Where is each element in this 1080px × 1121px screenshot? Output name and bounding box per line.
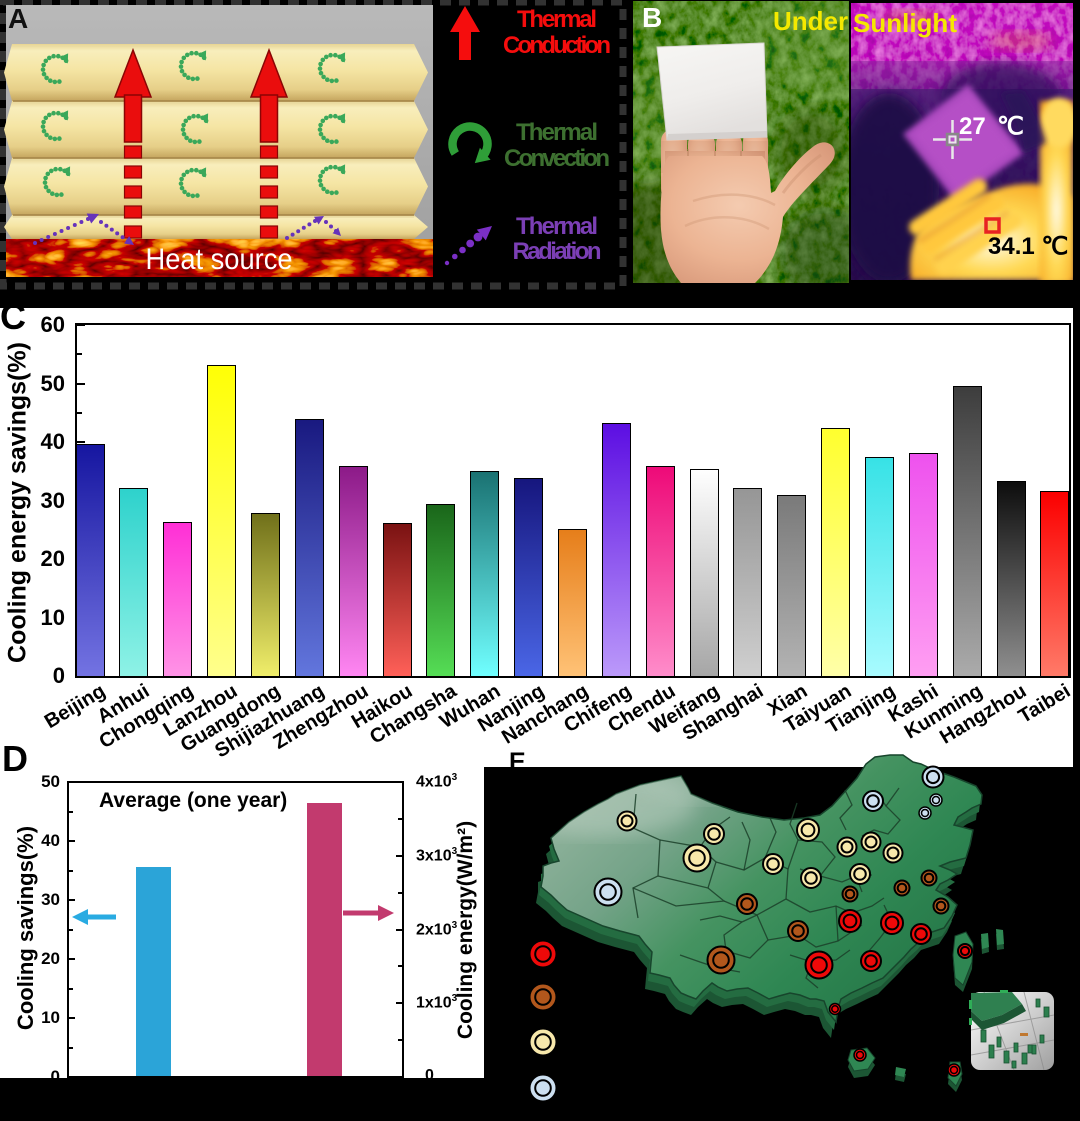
svg-text:Thermal: Thermal [517, 6, 597, 33]
svg-text:34.1 ℃: 34.1 ℃ [988, 233, 1068, 260]
svg-text:Heat source: Heat source [146, 243, 293, 276]
svg-text:Under: Under [773, 6, 848, 36]
svg-text:℃: ℃ [997, 113, 1024, 140]
svg-text:27: 27 [959, 113, 986, 140]
svg-text:Conduction: Conduction [503, 32, 611, 59]
svg-text:Radiation: Radiation [513, 238, 602, 265]
svg-text:Thermal: Thermal [516, 213, 598, 240]
svg-text:Convection: Convection [504, 145, 610, 172]
svg-text:A: A [8, 3, 28, 34]
svg-text:Sunlight: Sunlight [853, 8, 957, 38]
svg-text:Thermal: Thermal [516, 119, 598, 146]
svg-text:B: B [642, 2, 662, 33]
